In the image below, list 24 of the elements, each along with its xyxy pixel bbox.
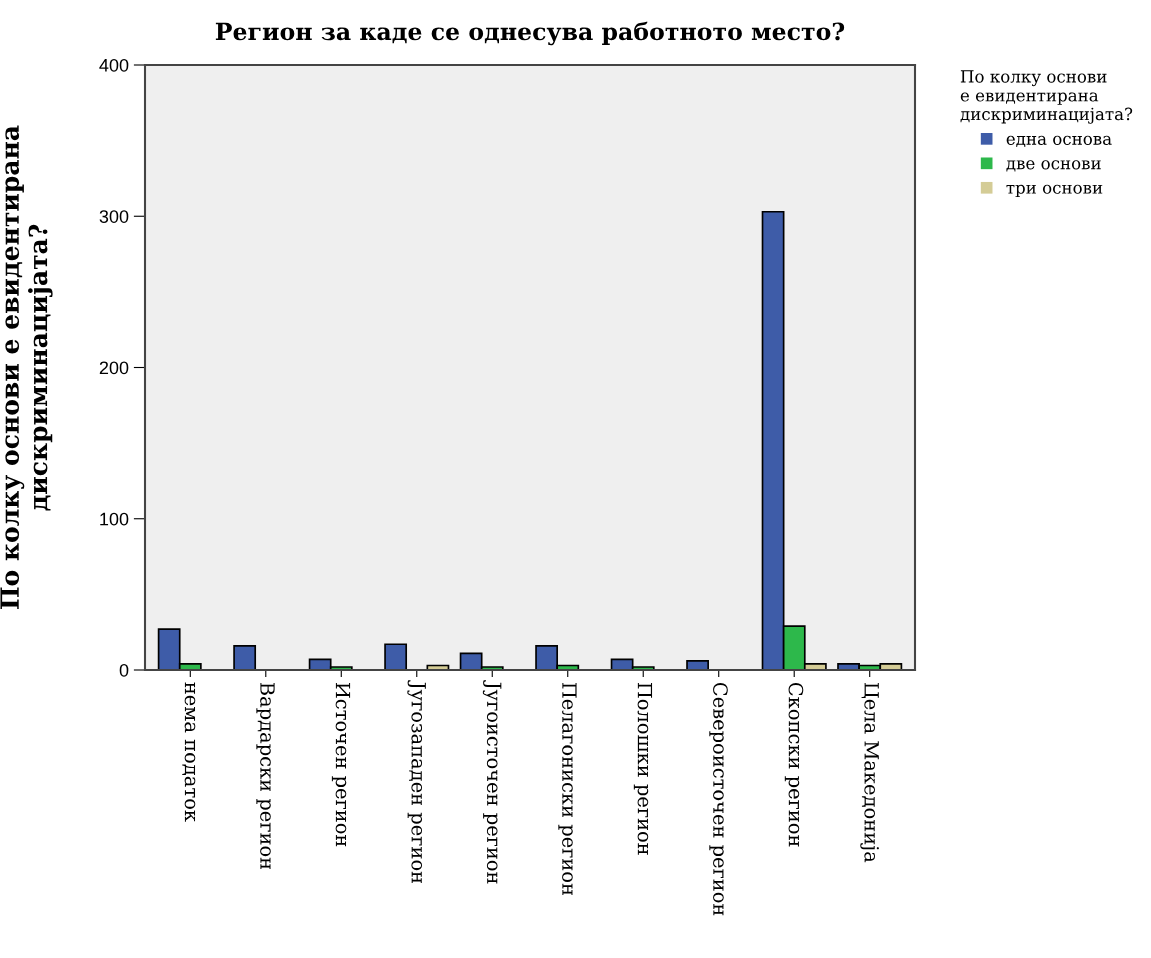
x-tick-label: Југозападен регион (407, 680, 426, 884)
x-tick-label: Пелагониски регион (558, 682, 577, 895)
legend-title: По колку основи е евидентирана дискриминацијата? (960, 70, 1133, 124)
bar (384, 643, 408, 670)
x-tick-label: Источен регион (331, 682, 351, 847)
legend-label: една основа (1006, 135, 1112, 147)
x-tick-label: нема податок (182, 682, 196, 822)
x-tick-label: Североисточен регион (709, 682, 728, 916)
y-tick-label: 300 (99, 210, 129, 223)
y-tick-label: 400 (99, 58, 129, 72)
x-tick-label: Скопски регион (784, 682, 804, 847)
y-tick-label: 200 (99, 361, 129, 375)
y-tick-label: 100 (100, 512, 129, 526)
bar (686, 660, 709, 670)
bar (233, 644, 257, 670)
x-tick-label: Вардарски регион (256, 682, 275, 870)
legend-label: три основи (1006, 184, 1103, 198)
x-tick-label: Југоисточен регион (482, 680, 502, 884)
y-tick-label: 0 (119, 663, 129, 677)
x-tick-label: Цела Македонија (860, 682, 879, 863)
chart-title: Регион за каде се однесува работното место? (215, 21, 845, 46)
legend-label: две основи (1006, 160, 1101, 172)
x-tick-label: Полошки регион (633, 682, 653, 855)
y-axis-title: По колку основи е евидентирана дискриминацијата? (0, 125, 53, 609)
